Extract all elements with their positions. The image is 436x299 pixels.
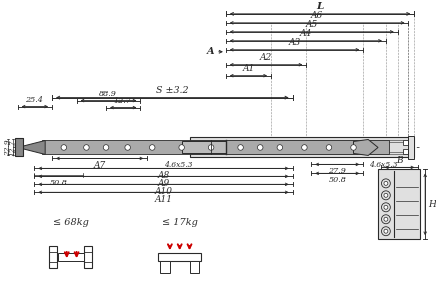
- Text: 50.8: 50.8: [328, 176, 346, 184]
- Circle shape: [382, 179, 390, 188]
- Circle shape: [384, 229, 388, 233]
- Circle shape: [302, 145, 307, 150]
- Circle shape: [61, 145, 67, 150]
- Polygon shape: [18, 141, 45, 155]
- Text: 9.6: 9.6: [14, 141, 22, 153]
- Text: A11: A11: [154, 195, 173, 204]
- Circle shape: [351, 145, 356, 150]
- Bar: [15, 138, 23, 156]
- Text: 12.7: 12.7: [9, 139, 17, 156]
- Text: 4.6x5.3: 4.6x5.3: [369, 161, 397, 170]
- Bar: [378, 170, 420, 239]
- Bar: [190, 261, 199, 273]
- Circle shape: [238, 145, 243, 150]
- Text: A2: A2: [260, 53, 272, 62]
- Bar: [402, 150, 408, 155]
- Text: 50.8: 50.8: [50, 179, 68, 187]
- Text: A: A: [206, 47, 214, 56]
- Bar: [85, 246, 92, 268]
- Bar: [160, 261, 170, 273]
- Circle shape: [150, 145, 155, 150]
- Text: 22.9: 22.9: [4, 139, 12, 156]
- Text: A3: A3: [289, 38, 301, 47]
- Circle shape: [384, 205, 388, 209]
- Text: A5: A5: [306, 20, 318, 29]
- Circle shape: [125, 145, 130, 150]
- Text: A9: A9: [157, 179, 170, 188]
- Bar: [182, 141, 226, 153]
- Bar: [402, 141, 408, 146]
- Text: A8: A8: [157, 171, 170, 180]
- Circle shape: [179, 145, 184, 150]
- Text: S ±3.2: S ±3.2: [156, 86, 189, 95]
- Bar: [49, 246, 57, 268]
- Bar: [409, 135, 414, 159]
- Circle shape: [326, 145, 332, 150]
- Circle shape: [382, 203, 390, 212]
- Circle shape: [384, 193, 388, 197]
- Text: ≤ 68kg: ≤ 68kg: [53, 218, 89, 227]
- Text: B: B: [396, 156, 403, 165]
- Circle shape: [384, 217, 388, 221]
- Text: 27.9: 27.9: [328, 167, 346, 175]
- Circle shape: [208, 145, 214, 150]
- Bar: [42, 141, 389, 155]
- Circle shape: [384, 181, 388, 185]
- Circle shape: [382, 215, 390, 224]
- Text: A10: A10: [154, 187, 173, 196]
- Text: 25.4: 25.4: [25, 96, 43, 104]
- Text: A6: A6: [311, 11, 323, 20]
- Text: A7: A7: [94, 161, 106, 170]
- Circle shape: [84, 145, 89, 150]
- Polygon shape: [354, 140, 378, 155]
- Text: ≤ 17kg: ≤ 17kg: [162, 218, 198, 227]
- Text: 88.9: 88.9: [99, 90, 117, 98]
- Circle shape: [382, 227, 390, 236]
- Circle shape: [258, 145, 263, 150]
- Text: A1: A1: [242, 64, 255, 73]
- Circle shape: [277, 145, 283, 150]
- Text: 12.7: 12.7: [114, 97, 132, 105]
- Text: H: H: [428, 200, 436, 209]
- Bar: [190, 138, 414, 158]
- Text: 4.6x5.3: 4.6x5.3: [164, 161, 193, 170]
- Circle shape: [382, 191, 390, 200]
- Text: A4: A4: [300, 29, 312, 38]
- Bar: [58, 253, 85, 261]
- Bar: [158, 253, 201, 261]
- Circle shape: [103, 145, 109, 150]
- Text: L: L: [317, 2, 324, 11]
